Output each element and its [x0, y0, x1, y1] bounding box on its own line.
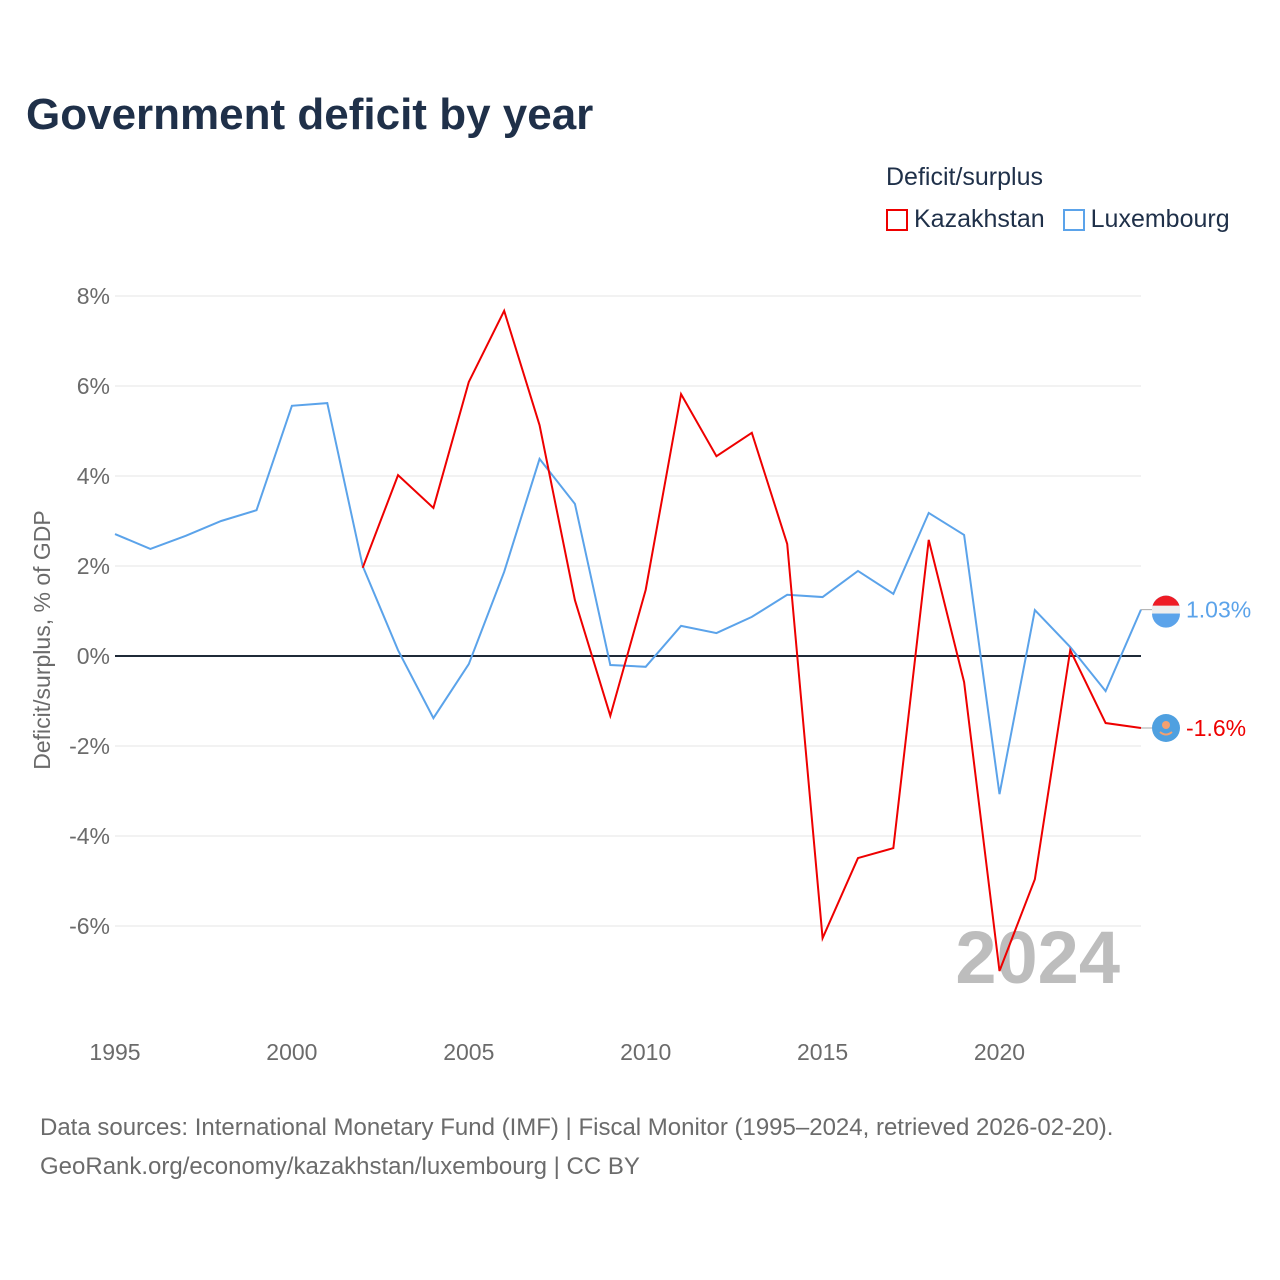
x-tick-label: 2015	[797, 1039, 848, 1065]
end-value-label: 1.03%	[1186, 597, 1251, 623]
y-tick-label: 8%	[77, 283, 110, 309]
legend-swatch-kazakhstan	[886, 208, 908, 231]
legend-label: Kazakhstan	[914, 205, 1045, 233]
legend-item-luxembourg[interactable]: Luxembourg	[1062, 205, 1230, 234]
legend-swatch-luxembourg	[1062, 208, 1085, 231]
source-note: Data sources: International Monetary Fun…	[40, 1108, 1113, 1186]
x-tick-label: 1995	[89, 1039, 140, 1065]
x-tick-label: 2000	[266, 1039, 317, 1065]
y-axis-label: Deficit/surplus, % of GDP	[29, 510, 55, 769]
source-line-1: Data sources: International Monetary Fun…	[40, 1114, 1114, 1141]
x-tick-label: 2020	[974, 1039, 1025, 1065]
flag-sun	[1162, 721, 1170, 729]
y-tick-label: 0%	[77, 643, 110, 669]
series-line-luxembourg	[114, 402, 1142, 795]
flag-eagle	[1159, 731, 1173, 736]
legend-item-kazakhstan[interactable]: Kazakhstan	[886, 205, 1045, 234]
x-tick-label: 2010	[620, 1039, 671, 1065]
y-tick-label: -6%	[69, 913, 110, 939]
y-tick-label: 6%	[77, 373, 110, 399]
source-line-2[interactable]: GeoRank.org/economy/kazakhstan/luxembour…	[40, 1153, 640, 1180]
flag-stripe	[1152, 613, 1181, 628]
y-tick-label: 4%	[77, 463, 110, 489]
series-line-kazakhstan	[361, 308, 1142, 972]
y-tick-label: -2%	[69, 733, 110, 759]
flag-stripe	[1152, 605, 1180, 614]
legend-label: Luxembourg	[1090, 205, 1230, 233]
legend-title: Deficit/surplus	[886, 163, 1043, 191]
y-tick-label: 2%	[77, 553, 110, 579]
y-tick-label: -4%	[69, 823, 110, 849]
chart-title: Government deficit by year	[26, 90, 594, 139]
end-value-label: -1.6%	[1186, 715, 1246, 741]
year-watermark: 2024	[955, 916, 1120, 999]
legend: Kazakhstan Luxembourg	[886, 205, 1230, 234]
x-tick-label: 2005	[443, 1039, 494, 1065]
